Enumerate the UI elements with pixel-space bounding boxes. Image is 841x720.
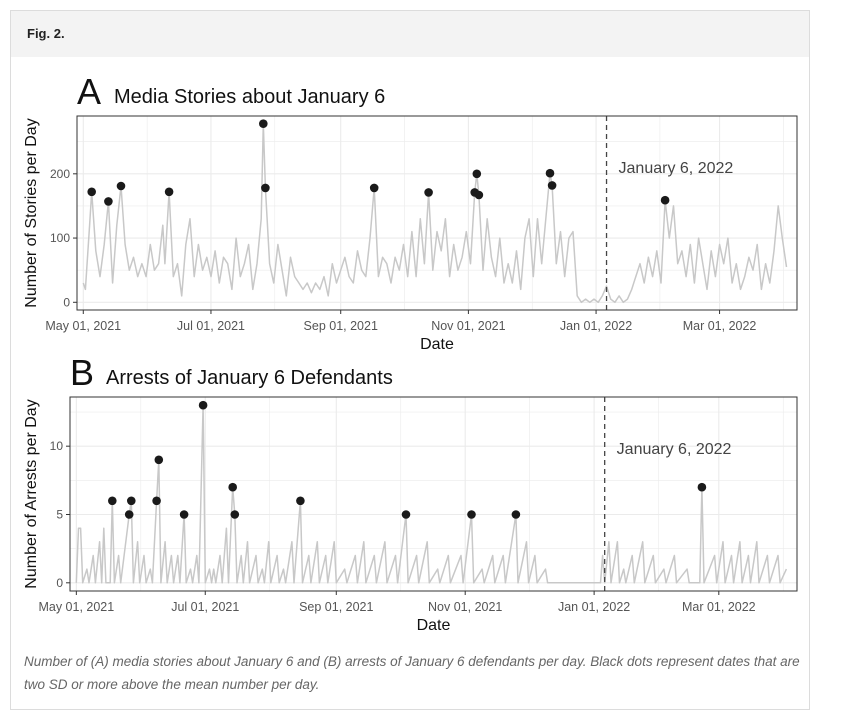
figure-caption: Number of (A) media stories about Januar… [24,654,800,692]
y-tick-label: 0 [63,295,70,309]
chart-canvas: A Media Stories about January 6 January 6,… [23,71,798,634]
reference-line-label: January 6, 2022 [617,441,732,458]
y-axis-label: Number of Arrests per Day [23,399,40,588]
panel-border [69,396,798,592]
x-tick-label: Jan 01, 2022 [558,600,630,614]
highlight-point [472,169,482,179]
series-line [75,404,788,584]
y-tick-label: 10 [50,439,64,453]
panel-title: Arrests of January 6 Defendants [106,367,393,389]
highlight-point [369,183,379,193]
highlight-point [127,496,136,506]
x-tick-label: Jan 01, 2022 [560,319,632,333]
x-tick-label: Mar 01, 2022 [683,319,757,333]
highlight-point [228,482,237,492]
highlight-point [261,183,270,193]
y-tick-label: 5 [56,507,63,521]
highlight-point [296,496,305,506]
y-tick-label: 200 [50,167,70,181]
highlight-point [259,119,268,128]
series-line [82,122,788,304]
x-tick-label: Nov 01, 2021 [431,319,505,333]
x-tick-label: Nov 01, 2021 [428,600,502,614]
y-axis-label: Number of Stories per Day [23,118,40,307]
highlight-point [697,482,707,492]
panel-title: Media Stories about January 6 [114,86,385,108]
highlight-point [104,197,113,206]
highlight-point [87,187,96,197]
highlight-point [164,187,174,197]
x-tick-label: Jul 01, 2021 [177,319,245,333]
panel-border [76,115,798,311]
highlight-point [467,510,476,519]
highlight-point [108,496,117,506]
x-tick-label: Sep 01, 2021 [299,600,373,614]
highlight-point [545,168,555,178]
x-axis-label: Date [420,336,454,353]
x-axis-label: Date [417,617,451,634]
highlight-point [230,510,240,519]
y-tick-label: 100 [50,231,70,245]
panel-letter: B [70,352,94,393]
chart-panel-a: A Media Stories about January 6 January 6,… [23,71,798,353]
figure-label: Fig. 2. [27,26,65,41]
chart-panel-b: B Arrests of January 6 Defendants January … [23,352,798,634]
highlight-point [547,181,557,190]
y-tick-label: 0 [56,576,63,590]
highlight-point [660,195,670,205]
highlight-point [401,510,411,519]
x-tick-label: May 01, 2021 [38,600,114,614]
figure-header: Fig. 2. [11,11,809,57]
highlight-point [424,188,433,197]
reference-line-label: January 6, 2022 [619,160,734,177]
figure-frame: Fig. 2. [10,10,810,710]
highlight-point [198,400,208,410]
x-tick-label: Jul 01, 2021 [171,600,239,614]
highlight-point [474,190,484,200]
x-tick-label: Mar 01, 2022 [682,600,756,614]
highlight-point [124,510,134,519]
x-tick-label: May 01, 2021 [45,319,121,333]
panel-letter: A [77,71,101,112]
highlight-point [152,496,161,506]
highlight-point [154,455,164,465]
highlight-point [116,181,126,191]
x-tick-label: Sep 01, 2021 [304,319,378,333]
highlight-point [179,510,189,519]
highlight-point [511,510,521,519]
